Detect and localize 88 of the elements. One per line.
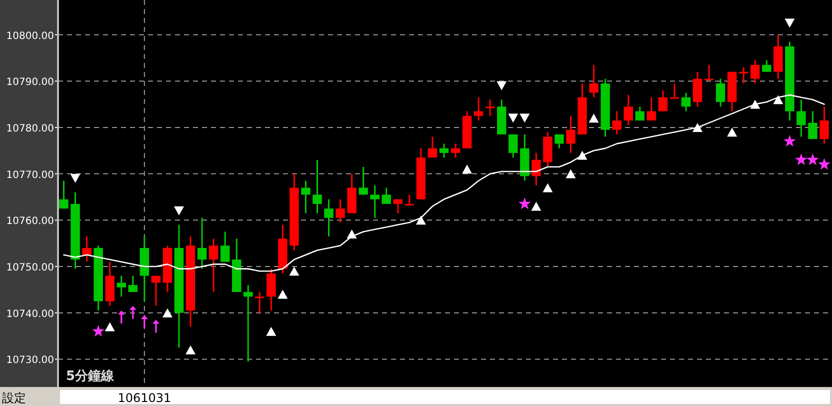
candlestick: [358, 166, 368, 196]
candlestick: [658, 90, 668, 112]
candlestick: [750, 60, 760, 84]
point: [278, 290, 288, 299]
y-tick-label: 10740.00: [6, 308, 54, 320]
candlestick: [128, 275, 138, 293]
candlestick: [151, 275, 161, 307]
point: [162, 308, 172, 318]
candlestick: [382, 186, 391, 205]
candlestick: [208, 238, 218, 293]
candlestick: [197, 217, 207, 270]
y-tick-label: 10800.00: [6, 30, 54, 42]
point: [346, 230, 357, 239]
point: [588, 114, 599, 123]
point: [773, 95, 784, 104]
candlestick: [808, 110, 818, 140]
point: [518, 197, 531, 210]
point: [806, 153, 819, 166]
candlestick: [220, 230, 230, 263]
candlestick: [244, 284, 253, 362]
point: [566, 169, 576, 178]
candlestick: [439, 142, 449, 158]
point: [531, 202, 542, 211]
candlestick: [796, 98, 806, 138]
point: [416, 216, 426, 225]
candlestick: [324, 198, 334, 238]
point: [289, 266, 300, 276]
point: [496, 81, 507, 90]
candlestick: [681, 92, 691, 112]
point: [795, 153, 808, 166]
candlestick: [116, 275, 126, 298]
candlestick: [624, 94, 633, 126]
y-tick-label: 10790.00: [6, 77, 54, 88]
candlestick: [612, 110, 622, 136]
y-tick-label: 10750.00: [6, 262, 54, 274]
point: [70, 174, 80, 183]
y-tick-label: 10780.00: [6, 123, 54, 134]
point: [750, 100, 760, 109]
candlestick: [266, 268, 276, 312]
point: [104, 322, 115, 332]
candlestick: [312, 159, 322, 214]
candlestick: [485, 98, 495, 117]
point: [266, 326, 276, 336]
point: [577, 150, 588, 160]
point: [692, 122, 702, 132]
candlestick: [82, 236, 92, 263]
candlestick: [566, 115, 576, 154]
point: [462, 164, 472, 174]
text: 設定: [2, 391, 26, 405]
candlestick: [59, 180, 68, 210]
candlestick: [474, 96, 484, 122]
candlestick: [635, 106, 644, 122]
candlestick: [532, 152, 541, 186]
point: [542, 183, 553, 192]
candlestick: [393, 198, 403, 214]
candlestick: [336, 198, 345, 224]
annotation: 5分鐘線: [66, 369, 116, 384]
candlestick: [738, 66, 748, 84]
candlestick: [554, 134, 564, 150]
candlestick: [404, 194, 414, 206]
candlestick: [589, 64, 598, 98]
candlestick: [820, 106, 829, 144]
candlestick: [370, 184, 380, 219]
x-tick-label: 1061031: [118, 391, 172, 405]
candlestick: [428, 136, 438, 158]
point: [784, 18, 795, 28]
point: [727, 128, 738, 137]
candlestick: [450, 142, 460, 158]
point: [520, 114, 530, 123]
candlestick: [301, 180, 310, 214]
candlestick: [762, 60, 772, 73]
point: [186, 345, 196, 354]
y-tick-label: 10770.00: [6, 170, 54, 181]
candlestick: [508, 134, 518, 158]
point: [92, 324, 105, 337]
point: [818, 158, 830, 170]
candlestick: [704, 64, 714, 80]
point: [783, 134, 796, 147]
candlestick: [670, 82, 680, 99]
candlestick: [646, 96, 656, 122]
candlestick: [716, 78, 726, 108]
point: [508, 114, 518, 123]
y-tick-label: 10760.00: [6, 216, 54, 228]
candlestick: [255, 291, 264, 314]
point: [174, 206, 184, 216]
y-tick-label: 10730.00: [6, 355, 54, 366]
candlestick: [692, 71, 702, 108]
line-series: [63, 94, 825, 272]
